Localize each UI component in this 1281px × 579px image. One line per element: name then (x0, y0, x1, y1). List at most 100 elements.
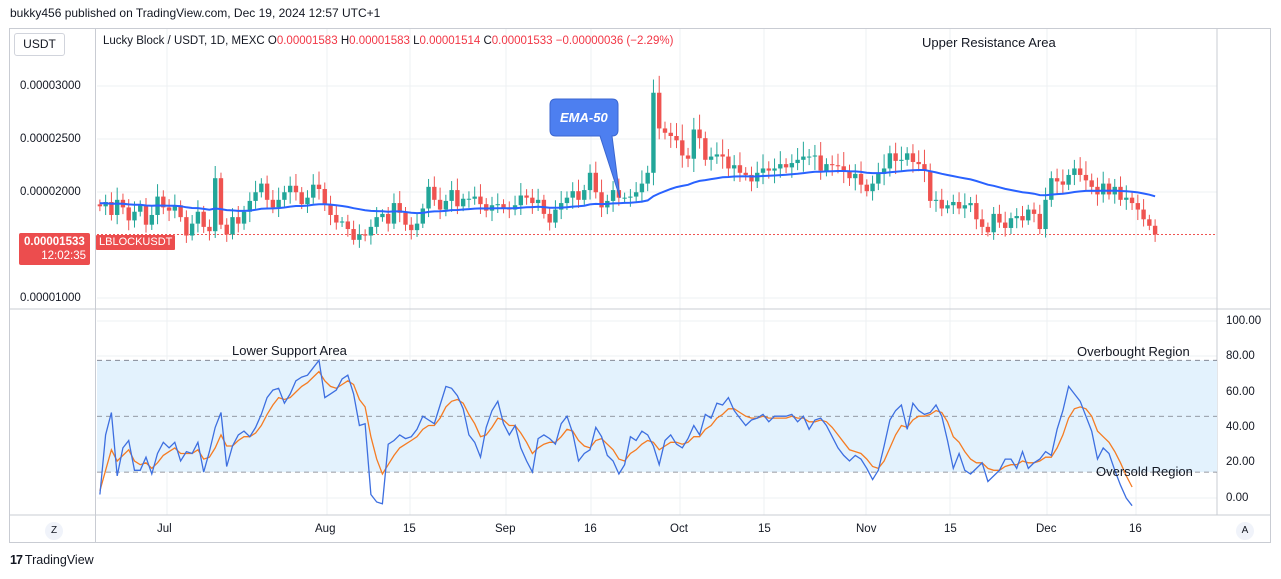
time-tick: Sep (495, 523, 516, 535)
candle-body (328, 204, 333, 215)
candle-body (1106, 183, 1112, 195)
candle-body (1089, 180, 1094, 187)
candle-body (178, 205, 183, 218)
candle-body (143, 205, 149, 225)
candle-body (466, 198, 472, 200)
candle-body (830, 164, 835, 166)
left-axis-strip (9, 28, 96, 543)
candle-body (1135, 203, 1141, 210)
candle-body (737, 165, 743, 173)
candle-body (1129, 197, 1135, 204)
ema-50-line (99, 169, 1156, 215)
last-price-value: 0.00001533 (24, 236, 85, 248)
candle-body (449, 190, 454, 201)
open-label: O (267, 35, 277, 47)
candle-body (835, 165, 841, 167)
candle-body (201, 211, 206, 227)
candle-body (933, 199, 939, 201)
candle-body (772, 168, 777, 171)
footer-brand: TradingView (24, 553, 94, 567)
rsi-tick: 20.00 (1226, 456, 1255, 468)
candle-body (518, 195, 524, 206)
candle-body (818, 155, 823, 171)
candle-body (351, 229, 356, 240)
candle-body (582, 190, 587, 200)
candle-body (530, 197, 535, 204)
time-tick: 15 (944, 523, 957, 535)
auto-scale-button[interactable]: A (1236, 522, 1254, 540)
candle-body (881, 168, 887, 174)
candle-body (1049, 178, 1054, 200)
candle-body (910, 153, 916, 162)
candle-body (1037, 213, 1042, 230)
candle-body (610, 190, 616, 201)
candle-body (287, 185, 293, 193)
candle-body (731, 165, 737, 169)
price-tick: 0.00002500 (20, 133, 81, 145)
candle-body (558, 203, 564, 210)
candle-body (853, 173, 858, 179)
candle-body (749, 174, 754, 182)
candle-body (1014, 216, 1019, 219)
candle-body (1031, 209, 1037, 214)
candle-body (991, 213, 996, 233)
candle-body (403, 212, 408, 225)
candle-body (570, 191, 575, 198)
candle-body (593, 172, 598, 193)
candle-body (760, 168, 766, 173)
candle-body (708, 156, 714, 160)
time-tick: Oct (670, 523, 688, 535)
candle-body (362, 234, 368, 236)
time-tick: 16 (584, 523, 597, 535)
symbol-tag: LBLOCKUSDT (96, 235, 176, 250)
candle-body (714, 154, 720, 157)
candle-body (443, 200, 449, 210)
candle-body (420, 208, 425, 224)
candle-body (547, 213, 552, 223)
candle-body (126, 207, 131, 221)
candle-body (213, 178, 218, 232)
candle-body (633, 192, 639, 197)
candle-body (962, 205, 968, 209)
candle-body (876, 173, 881, 184)
symbol-label[interactable]: Lucky Block / USDT, 1D, MEXC (103, 35, 265, 47)
rsi-tick: 100.00 (1226, 315, 1262, 327)
tradingview-footer[interactable]: 17 TradingView (10, 553, 94, 567)
price-tick: 0.00001000 (20, 292, 81, 304)
candle-body (455, 190, 460, 207)
candle-body (968, 203, 973, 206)
candle-body (979, 219, 985, 227)
candle-body (824, 164, 829, 171)
candle-body (956, 201, 962, 209)
candle-body (305, 197, 310, 205)
candle-body (1101, 183, 1106, 195)
candle-body (951, 201, 956, 206)
zoom-button[interactable]: Z (45, 522, 63, 540)
candle-body (386, 213, 391, 224)
candle-body (1008, 218, 1014, 228)
rsi-tick: 0.00 (1226, 492, 1249, 504)
currency-button[interactable]: USDT (14, 33, 65, 56)
candle-body (1083, 174, 1089, 181)
candle-body (345, 221, 351, 230)
candle-body (1060, 181, 1066, 185)
candle-body (622, 197, 627, 199)
candle-body (553, 209, 558, 223)
candle-body (432, 186, 437, 200)
candle-body (662, 128, 668, 133)
candle-body (374, 217, 379, 227)
candle-body (847, 171, 852, 179)
candle-body (599, 192, 604, 208)
candle-body (904, 153, 910, 160)
candle-body (841, 166, 846, 172)
candle-body (783, 164, 789, 168)
candle-body (1118, 186, 1123, 200)
candle-body (864, 184, 869, 192)
close-value: 0.00001533 (491, 35, 553, 47)
candle-body (270, 199, 276, 208)
candle-body (282, 192, 287, 200)
candle-body (657, 92, 662, 129)
candle-body (161, 196, 166, 208)
candle-body (322, 189, 327, 205)
